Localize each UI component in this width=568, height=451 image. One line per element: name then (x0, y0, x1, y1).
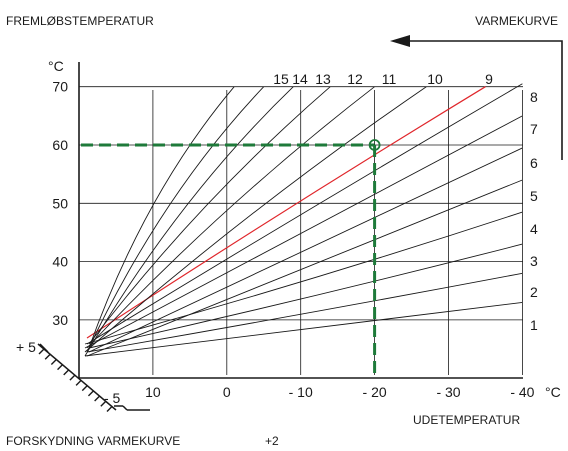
curve-label-14: 14 (292, 71, 308, 87)
y-tick-label: 70 (52, 79, 68, 95)
curve-shift-value: +2 (265, 434, 279, 448)
y-tick-label: 30 (52, 312, 68, 328)
x-tick-label: 10 (145, 384, 161, 400)
y-unit-label: °C (48, 58, 64, 74)
heating-curve-5 (86, 179, 523, 357)
y-tick-label: 40 (52, 254, 68, 270)
shift-scale-tick (69, 374, 76, 381)
curve-label-5: 5 (530, 188, 538, 204)
heating-curve-1 (84, 301, 523, 357)
curve-label-6: 6 (530, 155, 538, 171)
x-tick-label: 0 (223, 384, 231, 400)
curve-label-13: 13 (315, 71, 331, 87)
heating-curve-14 (86, 86, 265, 353)
heating-curve-15 (88, 86, 235, 349)
heating-curve-9 (86, 86, 486, 339)
flow-temperature-title: FREMLØBSTEMPERATUR (6, 14, 154, 28)
operating-point-marker (368, 139, 381, 151)
x-tick-label: - 30 (436, 384, 460, 400)
x-tick-label: - 10 (289, 384, 313, 400)
curve-shift-scale (37, 343, 150, 411)
shift-scale-tick (94, 395, 101, 402)
shift-scale-tick (38, 348, 45, 355)
heating-curve-8 (86, 83, 523, 345)
curve-label-2: 2 (530, 284, 538, 300)
curve-label-12: 12 (347, 71, 363, 87)
curve-label-9: 9 (485, 71, 493, 87)
shift-scale-tick (106, 406, 113, 412)
shift-minus-label: - 5 (104, 390, 121, 406)
heating-curve-13 (84, 86, 294, 357)
heating-curve-12 (88, 86, 331, 345)
outdoor-temperature-title: UDETEMPERATUR (413, 413, 520, 427)
heating-curve-11 (86, 86, 375, 349)
shift-scale-tick (100, 400, 107, 407)
heating-curve-6 (88, 147, 523, 353)
curve-label-1: 1 (530, 317, 538, 333)
curve-shift-title: FORSKYDNING VARMEKURVE (6, 434, 180, 448)
shift-scale-tick (50, 358, 57, 365)
curve-label-15: 15 (273, 71, 289, 87)
heating-curve-3 (88, 243, 523, 349)
curve-label-3: 3 (530, 253, 538, 269)
shift-scale-tick (75, 379, 82, 386)
heating-curve-title: VARMEKURVE (475, 14, 558, 28)
heating-curve-2 (86, 272, 523, 353)
shift-scale-tick (57, 364, 64, 371)
curve-direction-arrow (390, 35, 563, 160)
x-tick-label: - 20 (363, 384, 387, 400)
shift-scale-tick (63, 369, 70, 376)
heating-curve-10 (84, 86, 427, 353)
curve-label-10: 10 (427, 71, 443, 87)
heating-curve-7 (84, 115, 523, 349)
x-unit-label: °C (545, 384, 561, 400)
curve-label-4: 4 (530, 221, 538, 237)
curve-label-8: 8 (530, 89, 538, 105)
shift-scale-tick (81, 385, 88, 392)
shift-scale-tick (87, 390, 94, 397)
curve-label-11: 11 (382, 71, 397, 87)
shift-plus-label: + 5 (16, 339, 36, 355)
curve-label-7: 7 (530, 121, 538, 137)
x-tick-label: - 40 (510, 384, 534, 400)
y-tick-label: 50 (52, 195, 68, 211)
shift-scale-tick (44, 353, 51, 360)
y-tick-label: 60 (52, 137, 68, 153)
heating-curve-4 (84, 211, 523, 345)
